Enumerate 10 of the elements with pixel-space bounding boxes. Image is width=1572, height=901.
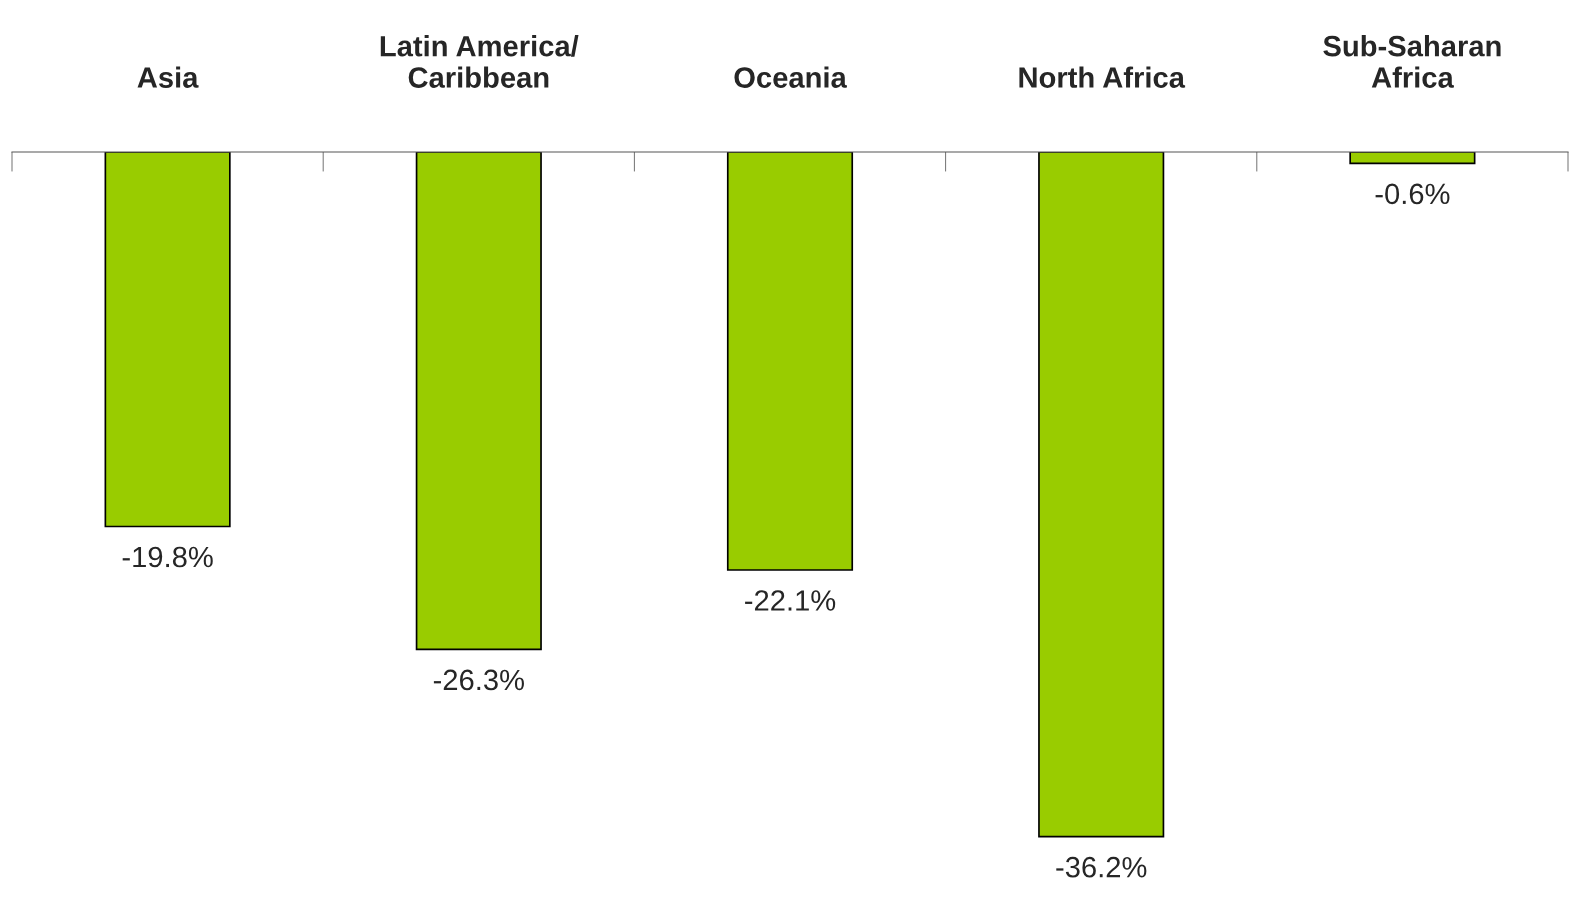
data-label: -36.2% [1056, 856, 1147, 878]
x-tick-label: North Africa [1019, 66, 1186, 88]
x-tick-label: Oceania [734, 66, 847, 88]
data-label: -22.1% [745, 590, 836, 611]
data-label: -0.6% [1375, 183, 1450, 205]
data-label: -19.8% [122, 546, 213, 568]
x-tick-label: Asia [137, 66, 199, 88]
data-label: -26.3% [433, 669, 524, 691]
x-tick-label: Sub-Saharan Africa [1323, 35, 1501, 88]
x-tick-label: Latin America/ Caribbean [380, 35, 579, 88]
